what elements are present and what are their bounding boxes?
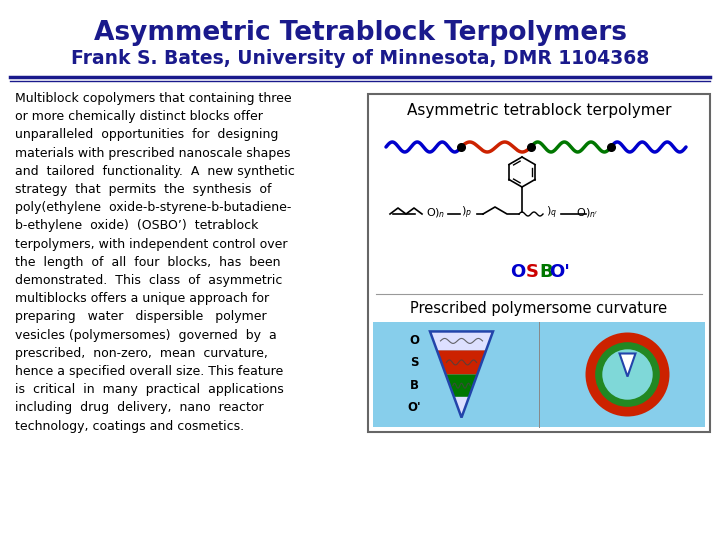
Text: Asymmetric Tetrablock Terpolymers: Asymmetric Tetrablock Terpolymers xyxy=(94,20,626,46)
Text: Asymmetric tetrablock terpolymer: Asymmetric tetrablock terpolymer xyxy=(407,104,671,118)
Text: B: B xyxy=(410,379,418,392)
Text: Multiblock copolymers that containing three
or more chemically distinct blocks o: Multiblock copolymers that containing th… xyxy=(15,92,295,433)
Circle shape xyxy=(595,342,660,407)
Text: $)_{n'}$: $)_{n'}$ xyxy=(585,206,598,220)
Circle shape xyxy=(585,333,670,416)
Text: $)_n$: $)_n$ xyxy=(434,206,445,220)
Polygon shape xyxy=(454,397,469,417)
Text: O: O xyxy=(510,263,526,281)
Text: $)_q$: $)_q$ xyxy=(546,205,557,221)
Text: O: O xyxy=(576,208,585,218)
Polygon shape xyxy=(446,375,477,397)
Text: O: O xyxy=(409,334,419,347)
Text: O: O xyxy=(426,208,435,218)
Circle shape xyxy=(603,349,653,400)
Text: Prescribed polymersome curvature: Prescribed polymersome curvature xyxy=(410,301,667,316)
Text: O': O' xyxy=(408,401,420,414)
Polygon shape xyxy=(437,350,486,375)
Text: B: B xyxy=(539,263,553,281)
Text: O': O' xyxy=(549,263,570,281)
Polygon shape xyxy=(619,354,636,376)
Polygon shape xyxy=(430,332,493,350)
Text: Frank S. Bates, University of Minnesota, DMR 1104368: Frank S. Bates, University of Minnesota,… xyxy=(71,49,649,68)
FancyBboxPatch shape xyxy=(368,94,710,432)
Text: S: S xyxy=(410,356,418,369)
Text: $)_p$: $)_p$ xyxy=(461,205,472,221)
FancyBboxPatch shape xyxy=(373,322,705,427)
Text: S: S xyxy=(526,263,539,281)
